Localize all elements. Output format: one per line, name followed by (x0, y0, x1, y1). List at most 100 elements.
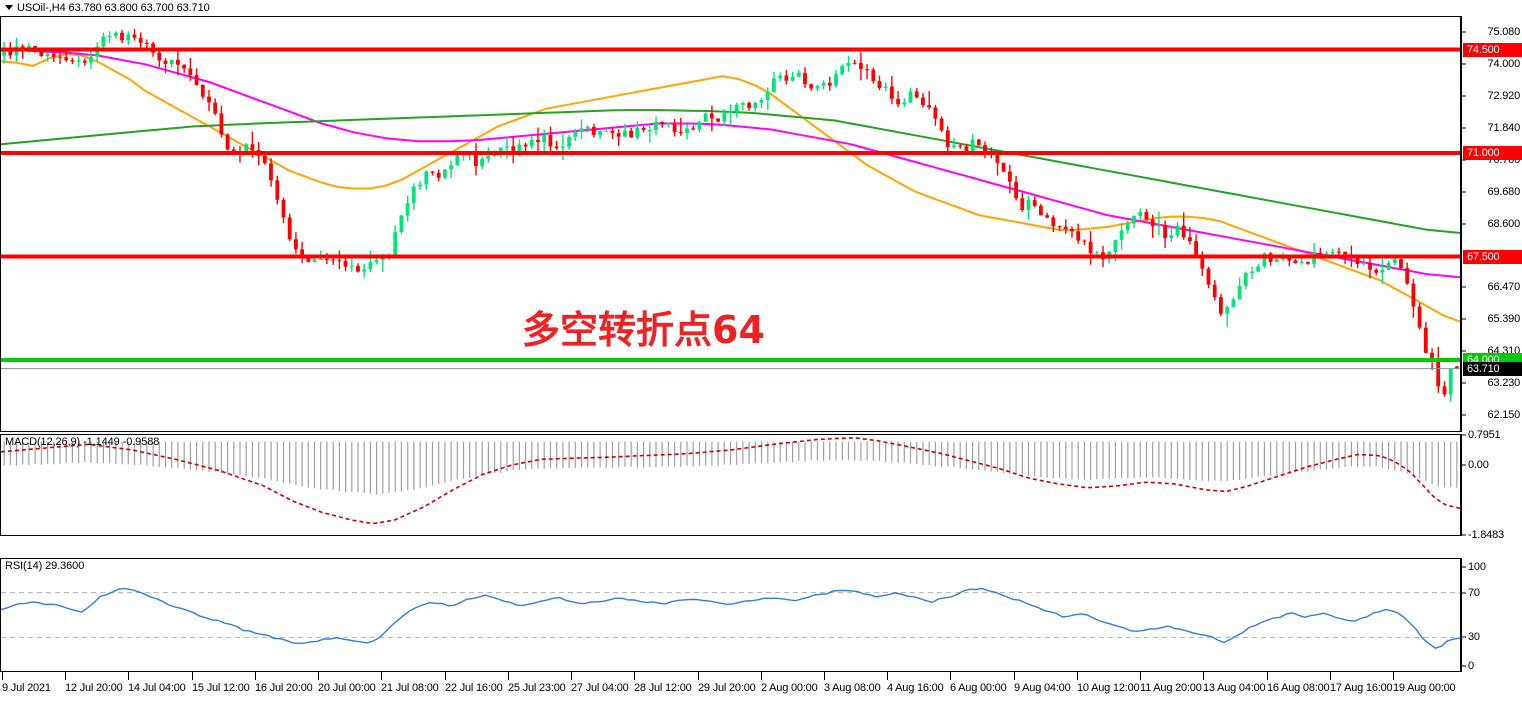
time-tick-mark (255, 672, 256, 680)
price-tick-label: 66.470 (1487, 280, 1521, 293)
price-tick-label: 72.920 (1487, 90, 1521, 103)
price-tick-mark (1462, 159, 1466, 161)
rsi-tick-mark (1462, 636, 1466, 638)
price-tick-label: 75.080 (1487, 26, 1521, 39)
rsi-tick-mark (1462, 665, 1466, 667)
time-tick-mark (634, 672, 635, 680)
price-panel: 多空转折点64 75.080 74.000 72.920 71.840 70.760 69… (0, 16, 1522, 432)
price-tick-label: 74.000 (1487, 58, 1521, 71)
price-level-badge-71-000[interactable]: 71.000 (1463, 146, 1522, 161)
rsi-tick-mark (1462, 592, 1466, 594)
price-tick-mark (1462, 31, 1466, 33)
chart-header: USOil-,H4 63.780 63.800 63.700 63.710 (0, 0, 1522, 16)
macd-title: MACD(12,26,9) -1.1449 -0.9588 (5, 436, 160, 448)
price-series-svg (1, 28, 1460, 402)
rsi-tick-label: 0 (1468, 660, 1474, 672)
time-tick-label: 19 Aug 00:00 (1393, 682, 1456, 694)
macd-tick-mark (1462, 464, 1466, 466)
time-tick-label: 21 Jul 08:00 (381, 682, 439, 694)
time-tick-label: 10 Aug 12:00 (1077, 682, 1140, 694)
time-tick-mark (1203, 672, 1204, 680)
macd-tick-label: 0.00 (1468, 459, 1489, 472)
time-tick-mark (1330, 672, 1331, 680)
time-tick-mark (1077, 672, 1078, 680)
macd-tick-label: -1.8483 (1468, 529, 1504, 541)
time-tick-label: 13 Aug 04:00 (1203, 682, 1266, 694)
time-tick-mark (318, 672, 319, 680)
price-level-badge-63-710[interactable]: 63.710 (1463, 361, 1522, 376)
price-tick-label: 65.390 (1487, 312, 1521, 325)
price-tick-mark (1462, 95, 1466, 97)
price-tick-mark (1462, 63, 1466, 65)
rsi-plot-area[interactable] (1, 559, 1460, 671)
time-tick-label: 16 Jul 20:00 (255, 682, 313, 694)
rsi-panel: RSI(14) 29.3600 100 70 30 0 (0, 558, 1522, 672)
time-tick-mark (1267, 672, 1268, 680)
price-plot-area[interactable] (1, 17, 1460, 431)
time-tick-label: 11 Aug 20:00 (1140, 682, 1202, 694)
rsi-tick-label: 70 (1468, 586, 1480, 599)
time-tick-label: 15 Jul 12:00 (192, 682, 250, 694)
time-tick-label: 14 Jul 04:00 (128, 682, 186, 694)
symbol-period-quote: USOil-,H4 63.780 63.800 63.700 63.710 (17, 2, 210, 14)
price-tick-mark (1462, 382, 1466, 384)
time-tick-mark (824, 672, 825, 680)
macd-plot-area[interactable] (1, 435, 1460, 535)
rsi-tick-label: 100 (1468, 561, 1486, 573)
time-tick-label: 29 Jul 20:00 (698, 682, 756, 694)
macd-panel: MACD(12,26,9) -1.1449 -0.9588 0.7951 0.00… (0, 429, 1522, 541)
time-axis: 9 Jul 2021 12 Jul 20:00 14 Jul 04:00 15 Jul… (0, 672, 1461, 704)
time-tick-label: 16 Aug 08:00 (1267, 682, 1330, 694)
time-tick-label: 3 Aug 08:00 (824, 682, 881, 694)
time-tick-label: 27 Jul 04:00 (571, 682, 629, 694)
macd-series-svg (1, 437, 1460, 525)
time-tick-mark (508, 672, 509, 680)
time-tick-mark (698, 672, 699, 680)
time-tick-label: 22 Jul 16:00 (445, 682, 503, 694)
price-tick-mark (1462, 223, 1466, 225)
price-tick-mark (1462, 286, 1466, 288)
price-level-badge-67-500[interactable]: 67.500 (1463, 249, 1522, 264)
price-tick-label: 62.150 (1487, 408, 1521, 421)
time-tick-label: 9 Jul 2021 (2, 682, 51, 694)
time-tick-mark (1014, 672, 1015, 680)
time-tick-mark (1140, 672, 1141, 680)
rsi-title: RSI(14) 29.3600 (5, 560, 85, 572)
time-tick-mark (445, 672, 446, 680)
price-tick-mark (1462, 350, 1466, 352)
caret-down-icon[interactable] (5, 4, 13, 10)
time-tick-label: 9 Aug 04:00 (1014, 682, 1071, 694)
time-tick-mark (887, 672, 888, 680)
price-tick-mark (1462, 414, 1466, 416)
macd-tick-mark (1462, 534, 1466, 536)
time-tick-mark (128, 672, 129, 680)
rsi-axis: 100 70 30 0 (1461, 558, 1522, 672)
macd-tick-mark (1462, 434, 1466, 436)
time-tick-label: 17 Aug 16:00 (1330, 682, 1393, 694)
time-tick-mark (381, 672, 382, 680)
rsi-series-svg (1, 587, 1460, 649)
time-tick-label: 20 Jul 00:00 (318, 682, 376, 694)
time-tick-mark (571, 672, 572, 680)
price-tick-mark (1462, 127, 1466, 129)
time-tick-mark (192, 672, 193, 680)
rsi-tick-mark (1462, 566, 1466, 568)
time-tick-mark (1393, 672, 1394, 680)
price-tick-mark (1462, 191, 1466, 193)
time-tick-label: 2 Aug 00:00 (761, 682, 818, 694)
price-level-badge-74-500[interactable]: 74.500 (1463, 42, 1522, 57)
price-tick-mark (1462, 318, 1466, 320)
time-tick-label: 6 Aug 00:00 (950, 682, 1007, 694)
time-tick-mark (950, 672, 951, 680)
time-tick-label: 25 Jul 23:00 (508, 682, 566, 694)
macd-tick-label: 0.7951 (1468, 429, 1501, 441)
time-tick-mark (2, 672, 3, 680)
time-tick-label: 4 Aug 16:00 (887, 682, 944, 694)
rsi-tick-label: 30 (1468, 631, 1480, 644)
time-tick-mark (761, 672, 762, 680)
price-tick-label: 69.680 (1487, 186, 1521, 199)
time-tick-label: 12 Jul 20:00 (65, 682, 123, 694)
chart-annotation-label: 多空转折点64 (522, 308, 765, 352)
price-tick-label: 68.600 (1487, 218, 1521, 230)
